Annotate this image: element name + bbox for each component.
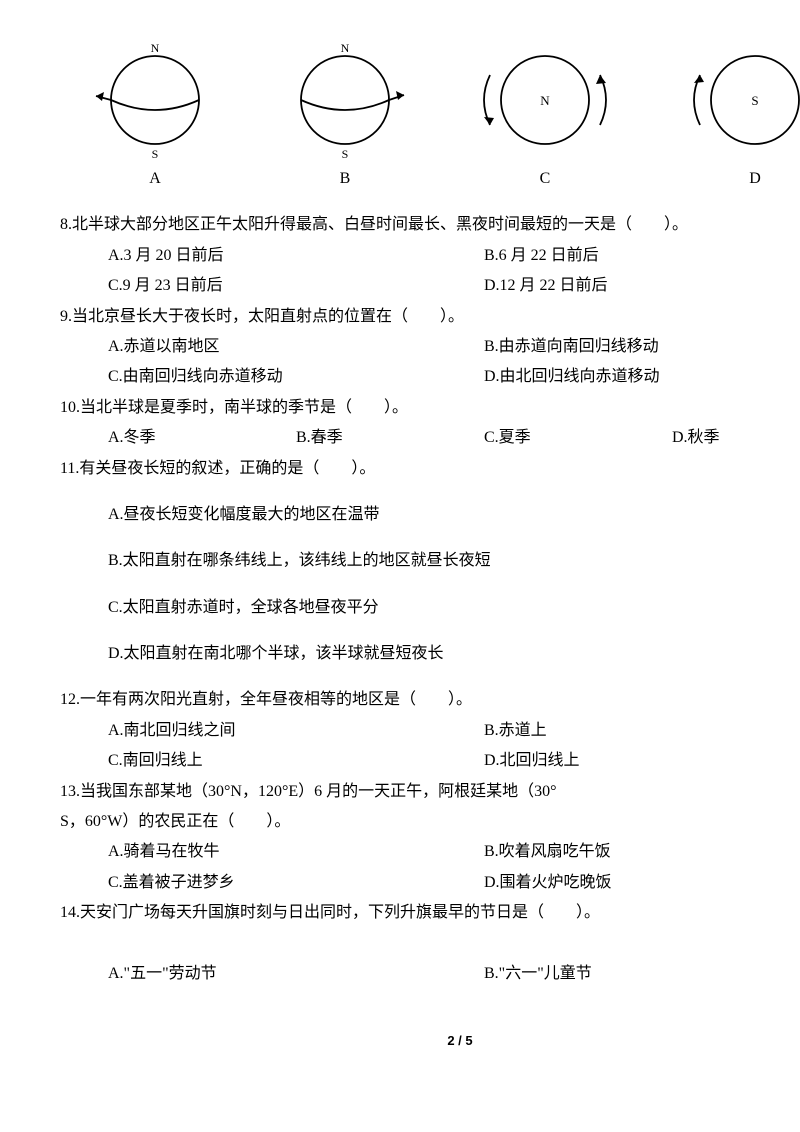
q13-a: A.骑着马在牧牛 [108, 837, 484, 867]
globe-c-svg: N [470, 40, 620, 160]
globe-b-svg: N S [280, 40, 410, 160]
q11-d: D.太阳直射在南北哪个半球，该半球就昼短夜长 [60, 639, 800, 669]
q12-c: C.南回归线上 [108, 746, 484, 776]
globe-d-svg: S [680, 40, 800, 160]
s-label: S [152, 147, 159, 160]
q8-d: D.12 月 22 日前后 [484, 271, 800, 301]
q13-stem1: 13.当我国东部某地（30°N，120°E）6 月的一天正午，阿根廷某地（30° [60, 777, 800, 807]
q11-a: A.昼夜长短变化幅度最大的地区在温带 [60, 500, 800, 530]
q8-c: C.9 月 23 日前后 [108, 271, 484, 301]
q10-d: D.秋季 [672, 423, 800, 453]
q10-stem: 10.当北半球是夏季时，南半球的季节是（ ）。 [60, 393, 800, 423]
q14-stem: 14.天安门广场每天升国旗时刻与日出同时，下列升旗最早的节日是（ ）。 [60, 898, 800, 928]
globe-a-label: A [149, 164, 161, 194]
globe-d: S D [680, 40, 800, 194]
q12-a: A.南北回归线之间 [108, 716, 484, 746]
q8-b: B.6 月 22 日前后 [484, 241, 800, 271]
q12-d: D.北回归线上 [484, 746, 800, 776]
q10-options: A.冬季 B.春季 C.夏季 D.秋季 [60, 423, 800, 453]
globe-d-label: D [749, 164, 761, 194]
q12-options: A.南北回归线之间 B.赤道上 C.南回归线上 D.北回归线上 [60, 716, 800, 777]
n-label-b: N [341, 41, 350, 55]
globe-diagram-row: N S A N S B N [60, 40, 800, 194]
q13-stem2: S，60°W）的农民正在（ ）。 [60, 807, 800, 837]
globe-c: N C [470, 40, 620, 194]
q14-a: A."五一"劳动节 [108, 959, 484, 989]
q11-b: B.太阳直射在哪条纬线上，该纬线上的地区就昼长夜短 [60, 546, 800, 576]
s-label-b: S [342, 147, 349, 160]
q14-b: B."六一"儿童节 [484, 959, 800, 989]
q13-d: D.围着火炉吃晚饭 [484, 868, 800, 898]
q14-options: A."五一"劳动节 B."六一"儿童节 [60, 959, 800, 989]
q12-b: B.赤道上 [484, 716, 800, 746]
q9-options: A.赤道以南地区 B.由赤道向南回归线移动 C.由南回归线向赤道移动 D.由北回… [60, 332, 800, 393]
globe-a-svg: N S [90, 40, 220, 160]
q13-b: B.吹着风扇吃午饭 [484, 837, 800, 867]
q8-options: A.3 月 20 日前后 B.6 月 22 日前后 C.9 月 23 日前后 D… [60, 241, 800, 302]
q9-d: D.由北回归线向赤道移动 [484, 362, 800, 392]
globe-b-label: B [340, 164, 351, 194]
page-number: 2 / 5 [60, 1029, 800, 1054]
globe-c-label: C [540, 164, 551, 194]
q13-c: C.盖着被子进梦乡 [108, 868, 484, 898]
q9-c: C.由南回归线向赤道移动 [108, 362, 484, 392]
q12-stem: 12.一年有两次阳光直射，全年昼夜相等的地区是（ ）。 [60, 685, 800, 715]
q9-b: B.由赤道向南回归线移动 [484, 332, 800, 362]
q10-b: B.春季 [296, 423, 484, 453]
q10-a: A.冬季 [108, 423, 296, 453]
q14-blank [60, 929, 800, 959]
q8-a: A.3 月 20 日前后 [108, 241, 484, 271]
q9-stem: 9.当北京昼长大于夜长时，太阳直射点的位置在（ ）。 [60, 302, 800, 332]
q13-options: A.骑着马在牧牛 B.吹着风扇吃午饭 C.盖着被子进梦乡 D.围着火炉吃晚饭 [60, 837, 800, 898]
q11-stem: 11.有关昼夜长短的叙述，正确的是（ ）。 [60, 454, 800, 484]
n-label: N [151, 41, 160, 55]
globe-a: N S A [90, 40, 220, 194]
s-center: S [751, 93, 758, 108]
q10-c: C.夏季 [484, 423, 672, 453]
globe-b: N S B [280, 40, 410, 194]
n-center: N [540, 93, 550, 108]
q9-a: A.赤道以南地区 [108, 332, 484, 362]
q8-stem: 8.北半球大部分地区正午太阳升得最高、白昼时间最长、黑夜时间最短的一天是（ ）。 [60, 210, 800, 240]
q11-c: C.太阳直射赤道时，全球各地昼夜平分 [60, 593, 800, 623]
